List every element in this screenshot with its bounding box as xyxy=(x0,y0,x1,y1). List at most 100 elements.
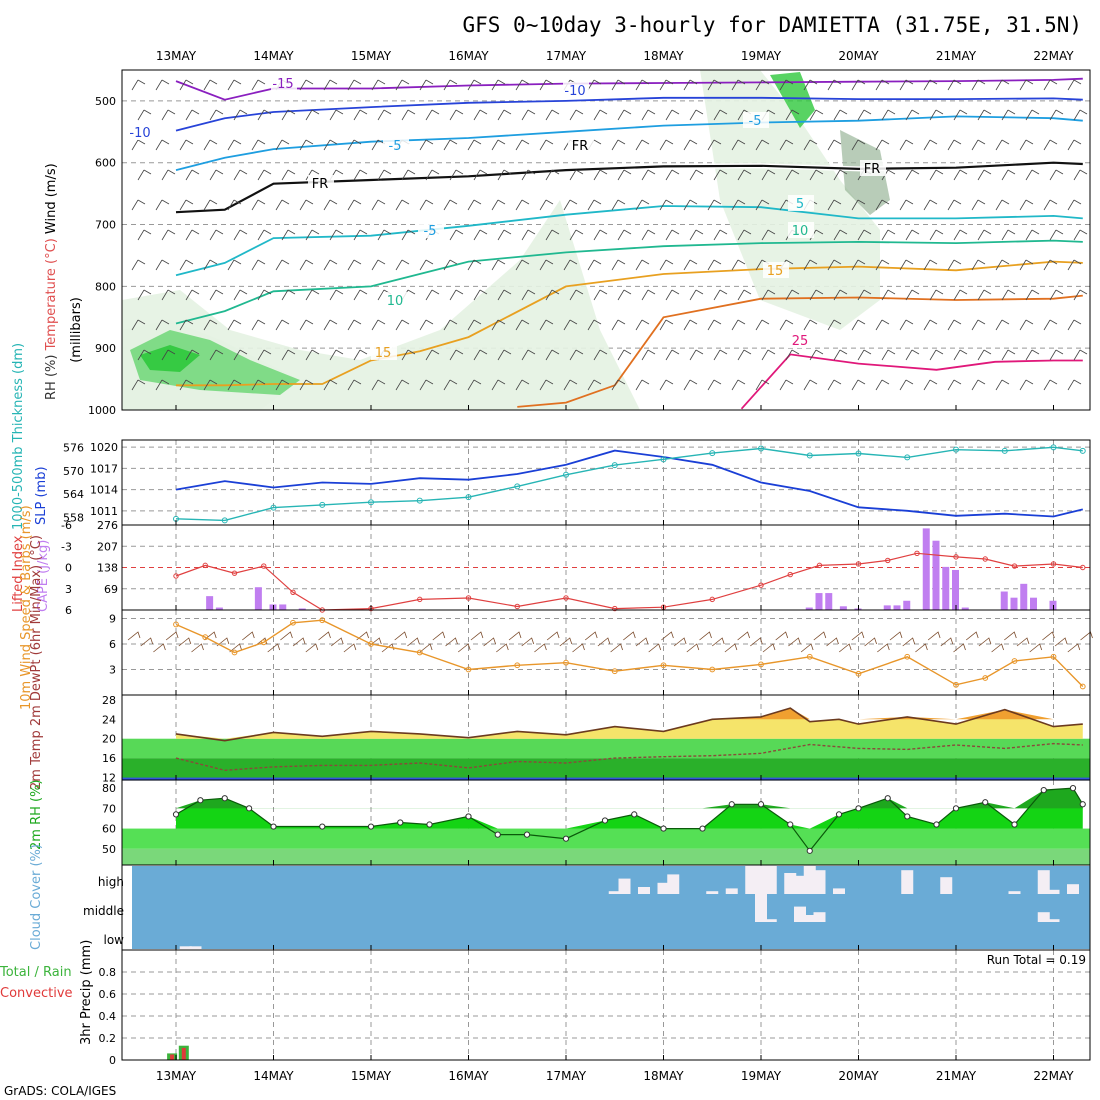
isotherm-label-bg xyxy=(383,292,409,308)
pressure-tick-label: 700 xyxy=(95,219,116,232)
surface-wind-barb xyxy=(597,637,611,647)
upper-wind-barb xyxy=(449,229,464,241)
upper-wind-barb xyxy=(161,289,176,301)
upper-wind-barb xyxy=(491,379,506,391)
surface-wind-barb xyxy=(521,637,535,647)
isotherm-line xyxy=(740,353,1083,410)
surface-wind-barb xyxy=(838,643,852,653)
surface-wind-barb xyxy=(965,631,979,641)
upper-wind-barb xyxy=(923,199,938,211)
upper-wind-barb xyxy=(1049,109,1064,121)
pressure-tick-label: 900 xyxy=(95,342,116,355)
wind-speed-point xyxy=(1079,683,1086,690)
upper-wind-barb xyxy=(545,109,560,121)
upper-wind-barb xyxy=(281,289,296,301)
upper-wind-barb xyxy=(923,79,938,91)
upper-wind-barb xyxy=(617,349,632,361)
upper-wind-barb xyxy=(953,349,968,361)
precip-convective-bar xyxy=(181,1047,186,1060)
upper-wind-barb xyxy=(923,139,938,151)
upper-wind-barb xyxy=(137,349,152,361)
slp-line xyxy=(175,449,1084,518)
upper-wind-barb xyxy=(347,379,362,391)
upper-wind-barb xyxy=(641,289,656,301)
upper-wind-barb xyxy=(497,229,512,241)
upper-wind-barb xyxy=(521,109,536,121)
temp-line xyxy=(175,707,1083,742)
upper-wind-barb xyxy=(1001,229,1016,241)
upper-wind-barb xyxy=(1067,79,1082,91)
wind-speed-point xyxy=(904,653,911,660)
cloud-bar xyxy=(1037,912,1050,922)
thickness-point xyxy=(855,450,862,457)
cape-bar xyxy=(279,604,287,610)
slp-tick-label: 1011 xyxy=(90,505,118,518)
upper-wind-barb xyxy=(923,379,938,391)
upper-wind-barb xyxy=(419,79,434,91)
upper-wind-barb xyxy=(635,319,650,331)
rh-line xyxy=(175,787,1084,852)
upper-wind-barb xyxy=(1067,259,1082,271)
upper-wind-barb xyxy=(803,379,818,391)
surface-wind-barb xyxy=(610,643,623,653)
upper-wind-barb xyxy=(1001,169,1016,181)
thickness-line xyxy=(175,446,1083,522)
surface-wind-barb xyxy=(953,643,966,653)
thickness-point xyxy=(611,462,618,469)
rh-point xyxy=(699,825,706,832)
cloud-ylabel: Cloud Cover (%) xyxy=(29,844,44,950)
upper-wind-barb xyxy=(521,229,536,241)
surface-wind-barb xyxy=(788,637,801,647)
upper-wind-barb xyxy=(569,169,584,181)
surface-wind-barb xyxy=(203,631,217,641)
surface-wind-barb xyxy=(534,643,547,653)
upper-wind-barb xyxy=(947,199,962,211)
lifted-index-point xyxy=(1080,564,1086,571)
surface-wind-barb xyxy=(762,643,776,653)
upper-wind-barb xyxy=(737,349,752,361)
wind-speed-point xyxy=(611,668,618,675)
upper-wind-barb xyxy=(929,169,944,181)
upper-wind-barb xyxy=(953,109,968,121)
isotherm-label-bg xyxy=(568,137,594,153)
upper-wind-barb xyxy=(593,169,608,181)
upper-wind-barb xyxy=(707,259,722,271)
upper-wind-barb xyxy=(617,229,632,241)
isotherm-label-bg xyxy=(371,344,397,360)
upper-wind-barb xyxy=(1043,319,1058,331)
upper-air-ylabel-part: RH (%) xyxy=(44,355,59,400)
upper-wind-barb xyxy=(905,109,920,121)
freeze-band xyxy=(122,777,1090,781)
upper-wind-barb xyxy=(227,139,242,151)
upper-wind-barb xyxy=(491,319,506,331)
thickness-point xyxy=(221,517,228,524)
upper-wind-barb xyxy=(569,109,584,121)
chart-title: GFS 0~10day 3-hourly for DAMIETTA (31.75… xyxy=(462,13,1082,37)
upper-wind-barb xyxy=(467,319,482,331)
cape-tick-label: 207 xyxy=(97,540,118,553)
cape-bar xyxy=(903,600,911,610)
lifted-index-point xyxy=(173,573,179,579)
upper-wind-barb xyxy=(755,379,770,391)
upper-wind-barb xyxy=(1043,379,1058,391)
upper-wind-barb xyxy=(179,79,194,91)
upper-wind-barb xyxy=(809,169,824,181)
upper-wind-barb xyxy=(443,199,458,211)
isotherm-label-bg xyxy=(743,112,769,128)
upper-wind-barb xyxy=(203,319,218,331)
panel-frame-precip xyxy=(121,949,1091,1061)
wind-speed-point xyxy=(563,659,569,666)
cloud-bar xyxy=(1047,889,1060,894)
rh-point xyxy=(952,805,960,812)
cape-bar xyxy=(805,607,813,610)
upper-wind-barb xyxy=(371,319,386,331)
thickness-tick-label: 576 xyxy=(63,442,84,455)
upper-wind-barb xyxy=(257,109,272,121)
surface-wind-barb xyxy=(635,637,649,647)
date-tick-label-bottom: 22MAY xyxy=(1033,1069,1074,1083)
upper-wind-barb xyxy=(833,349,848,361)
cloud-bar xyxy=(764,919,777,922)
upper-wind-barb xyxy=(227,79,242,91)
upper-wind-barb xyxy=(995,319,1010,331)
upper-wind-barb xyxy=(953,289,968,301)
